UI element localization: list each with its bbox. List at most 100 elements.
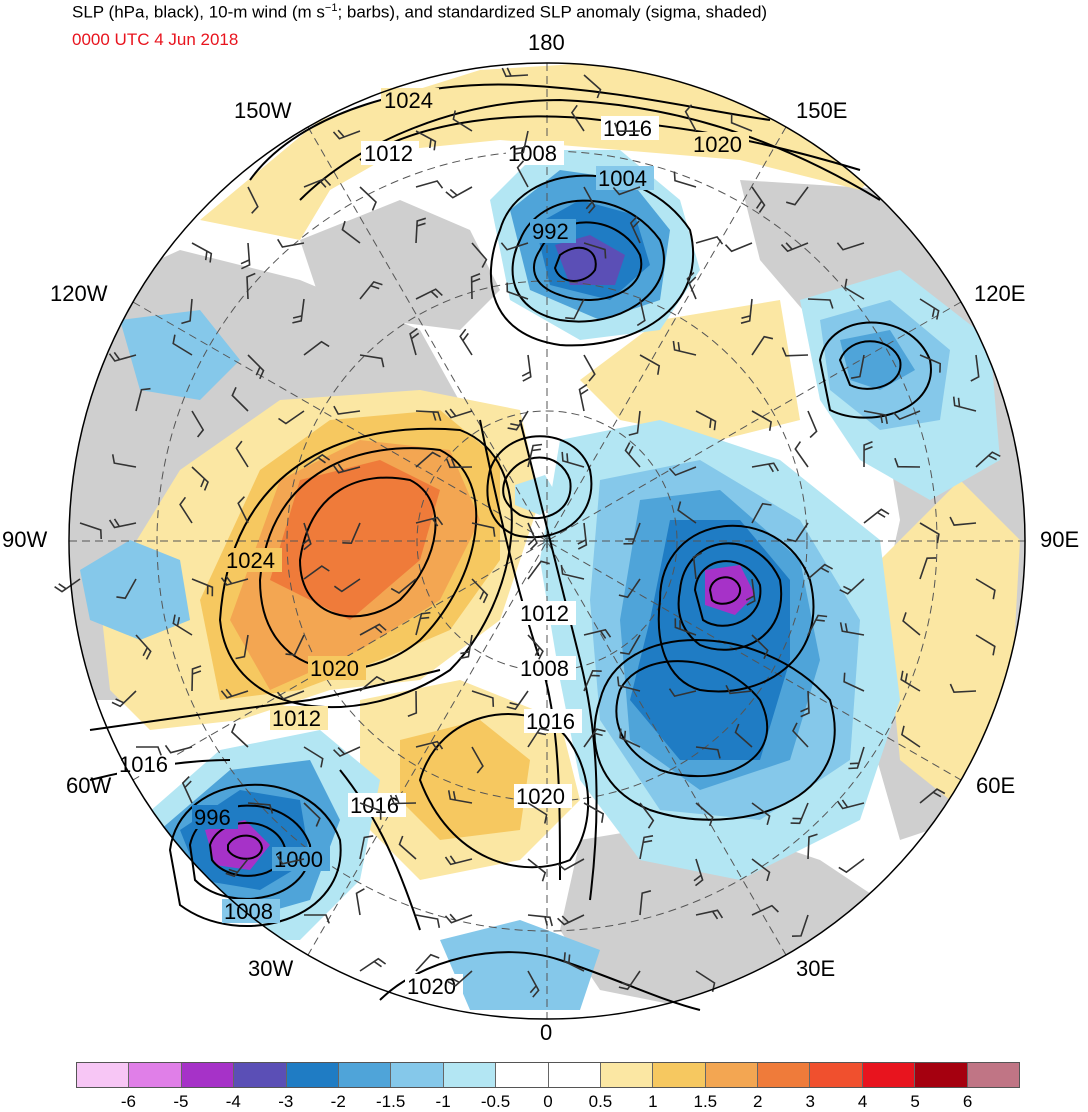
wind-barb bbox=[636, 298, 646, 327]
wind-barb bbox=[303, 746, 324, 768]
wind-barb bbox=[919, 788, 946, 804]
wind-barb bbox=[785, 186, 809, 206]
wind-barb bbox=[471, 746, 484, 774]
anom-pos-greenland-max bbox=[270, 460, 440, 620]
contour-eurasia-low-1 bbox=[708, 576, 742, 605]
wind-barb bbox=[415, 914, 441, 928]
wind-barb bbox=[415, 740, 444, 751]
colorbar-tick-label: 3 bbox=[805, 1092, 815, 1111]
contour-label: 1016 bbox=[119, 752, 168, 777]
wind-barb bbox=[780, 242, 809, 253]
wind-barb bbox=[751, 335, 774, 356]
wind-barb bbox=[303, 565, 330, 580]
wind-barb bbox=[557, 858, 585, 871]
contour-atl-low-4 bbox=[168, 783, 342, 927]
wind-barb bbox=[303, 340, 330, 356]
wind-barb bbox=[135, 634, 152, 660]
lon-label-120e: 120E bbox=[974, 281, 1026, 306]
wind-barb bbox=[292, 298, 305, 324]
wind-barb bbox=[629, 216, 641, 244]
contour-pacific-low-1 bbox=[553, 246, 597, 282]
lon-label-30w: 30W bbox=[248, 956, 294, 981]
colorbar-segment bbox=[181, 1063, 235, 1087]
lon-label-60w: 60W bbox=[66, 773, 112, 798]
wind-barb bbox=[164, 744, 193, 754]
colorbar-tick-label: 4 bbox=[857, 1092, 868, 1111]
wind-barb bbox=[359, 957, 387, 972]
wind-barb bbox=[415, 180, 444, 189]
wind-barb bbox=[415, 953, 440, 972]
wind-barb bbox=[359, 186, 377, 211]
anom-pos-pacific bbox=[200, 63, 900, 240]
colorbar-segment bbox=[286, 1063, 339, 1087]
contour-label: 992 bbox=[532, 219, 569, 244]
wind-barb bbox=[557, 914, 585, 926]
lon-label-150e: 150E bbox=[796, 98, 848, 123]
contour-label: 1024 bbox=[226, 548, 275, 573]
wind-barb bbox=[415, 516, 444, 527]
wind-barb bbox=[902, 612, 921, 636]
wind-barb bbox=[863, 441, 873, 468]
anom-neg-nw-territories bbox=[120, 310, 240, 400]
contour-labels: 1024 1012 1008 1016 1004 1020 992 1024 1… bbox=[117, 88, 749, 999]
wind-barb bbox=[919, 557, 937, 580]
colorbar-segment bbox=[496, 1063, 549, 1087]
wind-barb bbox=[751, 858, 771, 882]
contour-greenland-high-1 bbox=[298, 476, 437, 618]
contour-1020-atl bbox=[418, 713, 590, 869]
colorbar-segment bbox=[967, 1063, 1020, 1087]
contour-atl-low-1 bbox=[227, 834, 264, 860]
wind-barb bbox=[172, 334, 193, 356]
wind-barb bbox=[692, 552, 702, 580]
wind-barb bbox=[516, 160, 529, 188]
wind-barb bbox=[668, 688, 697, 698]
contour-arctic-loop-1 bbox=[502, 456, 572, 520]
wind-barb bbox=[583, 802, 605, 823]
lon-label-30e: 30E bbox=[796, 956, 836, 981]
wind-barb bbox=[240, 242, 251, 270]
contour-greenland-high-3 bbox=[218, 427, 513, 709]
contour-pacific-low-2 bbox=[533, 221, 643, 301]
colorbar-tick-label: 0.5 bbox=[588, 1092, 613, 1111]
wind-barb bbox=[390, 578, 417, 594]
wind-barb bbox=[807, 563, 833, 580]
wind-barb bbox=[506, 690, 529, 711]
contour-label: 996 bbox=[194, 805, 231, 830]
wind-barb bbox=[844, 278, 865, 300]
wind-barb bbox=[111, 690, 137, 708]
contour-1012-left bbox=[89, 669, 441, 731]
wind-barb bbox=[415, 451, 441, 468]
map-timestamp: 0000 UTC 4 Jun 2018 bbox=[72, 30, 239, 49]
wind-barb bbox=[276, 690, 305, 700]
wind-barb bbox=[303, 177, 332, 188]
wind-barb bbox=[673, 171, 697, 188]
contour-eurasia-low-6 bbox=[593, 639, 836, 821]
wind-barb bbox=[628, 410, 641, 436]
colorbar-segment bbox=[338, 1063, 392, 1087]
wind-barb bbox=[751, 410, 772, 431]
anom-neg-east-siberia-center bbox=[840, 330, 915, 390]
wind-barb bbox=[116, 578, 137, 600]
wind-barb bbox=[355, 888, 365, 916]
wind-barb bbox=[108, 351, 137, 362]
colorbar-segment bbox=[391, 1063, 444, 1087]
wind-barb bbox=[237, 496, 249, 524]
wind-barb bbox=[751, 186, 766, 213]
wind-barb bbox=[618, 578, 641, 599]
colorbar-tick-label: -4 bbox=[225, 1092, 241, 1111]
wind-barb bbox=[54, 578, 81, 593]
wind-barb bbox=[527, 970, 540, 998]
wind-barb bbox=[514, 130, 529, 155]
wind-barb bbox=[563, 952, 585, 972]
wind-barb bbox=[900, 670, 921, 692]
contour-1024-top bbox=[249, 83, 771, 181]
wind-barb bbox=[751, 802, 771, 826]
colorbar-segment bbox=[77, 1063, 130, 1087]
wind-barb bbox=[892, 410, 921, 421]
wind-barb bbox=[900, 725, 921, 748]
colorbar-segment bbox=[653, 1063, 706, 1087]
wind-barb bbox=[786, 522, 809, 543]
wind-barb bbox=[740, 298, 753, 324]
wind-barb bbox=[247, 354, 265, 380]
wind-barb bbox=[444, 855, 473, 866]
